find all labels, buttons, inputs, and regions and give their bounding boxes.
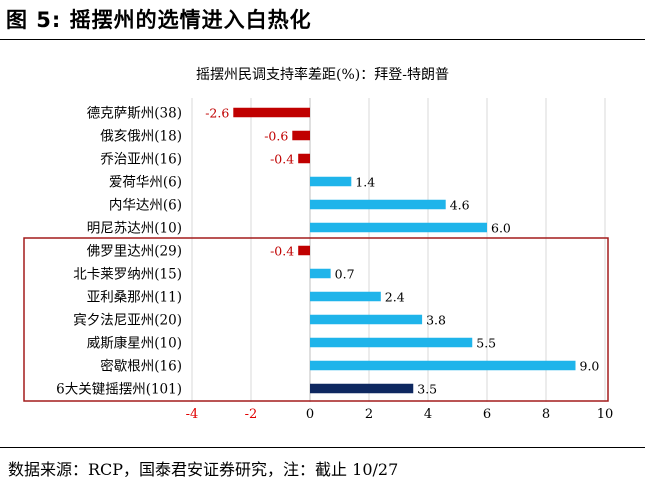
category-label: 佛罗里达州(29) [87, 244, 182, 260]
category-label: 北卡莱罗纳州(15) [73, 267, 182, 283]
data-label: -0.4 [270, 152, 294, 167]
category-label: 德克萨斯州(38) [87, 106, 182, 122]
bar [310, 176, 352, 187]
source-rule [0, 447, 645, 448]
data-label: -0.6 [264, 129, 288, 144]
data-label: -0.4 [270, 244, 294, 259]
data-label: 6.0 [491, 221, 511, 236]
bar [310, 314, 423, 325]
category-label: 俄亥俄州(18) [100, 129, 182, 145]
figure-title: 图 5: 摇摆州的选情进入白热化 [6, 8, 312, 32]
x-tick-label: 2 [365, 407, 373, 422]
x-tick-label: 0 [306, 407, 314, 422]
data-label: -2.6 [205, 106, 229, 121]
data-label: 5.5 [476, 336, 496, 351]
category-label: 亚利桑那州(11) [87, 290, 182, 306]
data-label: 9.0 [580, 359, 600, 374]
data-label: 1.4 [355, 175, 375, 190]
category-label: 内华达州(6) [109, 198, 182, 214]
bar [310, 337, 473, 348]
category-label: 宾夕法尼亚州(20) [73, 313, 182, 329]
x-tick-label: 10 [597, 407, 614, 422]
x-tick-label: 6 [483, 407, 491, 422]
category-label: 6大关键摇摆州(101) [56, 382, 182, 398]
title-rule [0, 39, 645, 40]
bar [310, 268, 331, 279]
bar [292, 130, 310, 141]
bar [310, 222, 487, 233]
data-label: 0.7 [335, 267, 355, 282]
bar [310, 291, 381, 302]
highlight-box [23, 237, 609, 402]
x-tick-label: -4 [186, 407, 199, 422]
x-tick-label: 4 [424, 407, 432, 422]
chart-title: 摇摆州民调支持率差距(%)：拜登-特朗普 [196, 67, 449, 83]
bar [310, 360, 576, 371]
bar [233, 107, 310, 118]
bar [310, 383, 414, 394]
category-label: 爱荷华州(6) [109, 175, 182, 191]
x-tick-label: 8 [542, 407, 550, 422]
bar [298, 153, 310, 164]
source-note: 数据来源：RCP，国泰君安证券研究，注：截止 10/27 [8, 460, 399, 479]
bar [298, 245, 310, 256]
category-label: 密歇根州(16) [100, 358, 182, 375]
category-label: 威斯康星州(10) [87, 335, 182, 352]
bar [310, 199, 446, 210]
category-label: 明尼苏达州(10) [87, 221, 182, 237]
data-label: 3.5 [417, 382, 437, 397]
data-label: 3.8 [426, 313, 446, 328]
data-label: 4.6 [450, 198, 470, 213]
data-label: 2.4 [385, 290, 405, 305]
category-label: 乔治亚州(16) [100, 152, 182, 168]
x-tick-label: -2 [245, 407, 258, 422]
